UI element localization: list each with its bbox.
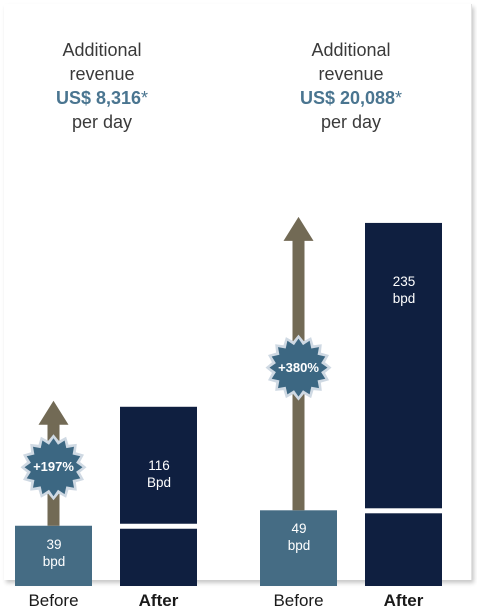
increase-badge-label: +197% [33,459,74,475]
previous-level-marker [365,508,442,514]
amount-value: US$ 8,316 [55,88,142,108]
label-line: 39 [46,536,62,552]
after-value-label: 235 bpd [359,273,449,307]
badge-burst [24,438,83,497]
label-line: 116 [148,457,170,473]
category-label-after: After [383,591,424,610]
previous-level-marker [120,523,197,529]
category-label-before: Before [28,591,79,610]
bar-after [365,222,442,587]
amount-value: US$ 20,088 [299,88,396,108]
label-line: bpd [287,538,311,554]
amount-footnote-mark: * [141,88,149,108]
category-label-after: After [138,591,179,610]
category-label-before: Before [273,591,324,610]
headline-amount: US$ 20,088* [251,86,451,110]
headline-group-1: Additional revenue US$ 8,316* per day [2,38,202,134]
increase-badge-label: +380% [278,359,319,375]
headline-line2: revenue [69,64,135,84]
after-value-label: 116 Bpd [114,457,204,491]
bar-before [260,510,337,586]
badge-burst [269,338,328,397]
headline-amount: US$ 8,316* [2,86,202,110]
label-line: bpd [392,290,416,306]
headline-line2: revenue [318,64,384,84]
before-value-label: 49 bpd [254,520,344,554]
label-line: 49 [291,521,307,537]
label-line: 235 [392,273,416,289]
before-value-label: 39 bpd [9,536,99,570]
headline-line4: per day [320,112,382,132]
growth-arrow-head [38,400,69,425]
bar-after [120,406,197,586]
growth-arrow-head [283,216,314,241]
headline-line1: Additional [311,40,391,60]
bar-before [15,525,92,586]
amount-footnote-mark: * [395,88,403,108]
headline-line1: Additional [62,40,142,60]
headline-group-2: Additional revenue US$ 20,088* per day [251,38,451,134]
label-line: bpd [42,553,66,569]
headline-line4: per day [71,112,133,132]
label-line: Bpd [146,474,172,490]
